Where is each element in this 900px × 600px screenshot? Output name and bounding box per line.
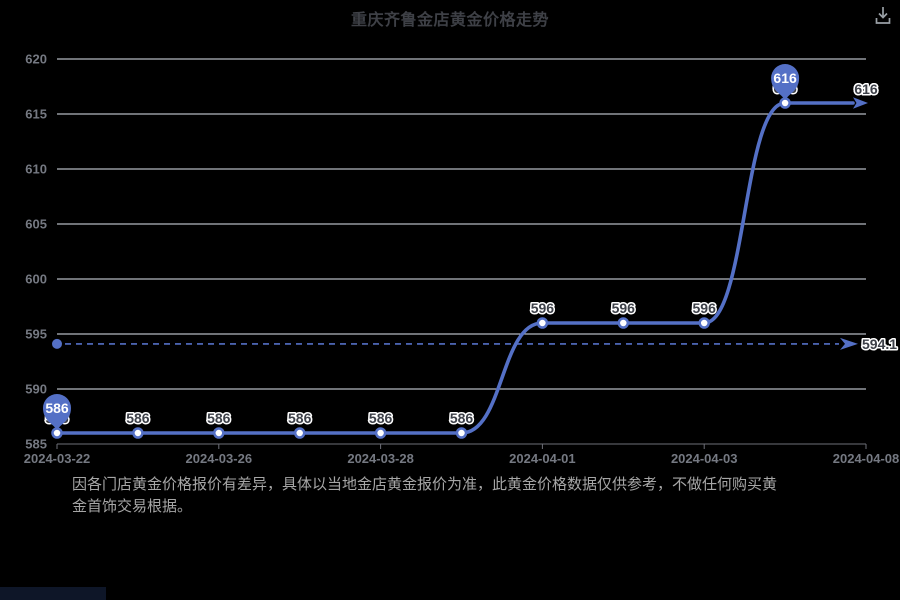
pin-marker xyxy=(43,394,71,430)
svg-text:600: 600 xyxy=(25,272,47,287)
svg-text:620: 620 xyxy=(25,52,47,67)
svg-text:2024-03-22: 2024-03-22 xyxy=(24,451,91,466)
svg-text:595: 595 xyxy=(25,327,47,342)
svg-text:590: 590 xyxy=(25,382,47,397)
svg-text:2024-03-26: 2024-03-26 xyxy=(186,451,253,466)
chart-canvas[interactable]: 585 590 595 600 605 610 615 620 2024-03-22 2024-0… xyxy=(0,0,900,472)
svg-text:586: 586 xyxy=(126,410,150,426)
chart-title: 重庆齐鲁金店黄金价格走势 xyxy=(350,12,549,29)
download-icon xyxy=(875,7,891,24)
svg-text:615: 615 xyxy=(25,107,47,122)
bottom-left-accent xyxy=(0,587,106,600)
svg-text:596: 596 xyxy=(693,300,717,316)
disclaimer-text: 因各门店黄金价格报价有差异，具体以当地金店黄金报价为准，此黄金价格数据仅供参考，… xyxy=(72,476,778,515)
svg-text:586: 586 xyxy=(288,410,312,426)
svg-text:2024-04-08: 2024-04-08 xyxy=(833,451,900,466)
svg-text:585: 585 xyxy=(25,437,47,452)
svg-text:610: 610 xyxy=(25,162,47,177)
svg-text:596: 596 xyxy=(612,300,636,316)
svg-text:594.1: 594.1 xyxy=(862,336,897,352)
svg-text:616: 616 xyxy=(854,81,878,97)
svg-text:616: 616 xyxy=(854,81,878,97)
svg-text:586: 586 xyxy=(369,410,393,426)
download-button[interactable] xyxy=(870,3,896,29)
svg-text:2024-04-03: 2024-04-03 xyxy=(671,451,738,466)
svg-text:596: 596 xyxy=(531,300,555,316)
svg-text:605: 605 xyxy=(25,217,47,232)
svg-text:2024-03-28: 2024-03-28 xyxy=(347,451,414,466)
svg-text:616: 616 xyxy=(773,70,797,86)
svg-text:2024-04-01: 2024-04-01 xyxy=(509,451,576,466)
svg-text:586: 586 xyxy=(207,410,231,426)
svg-text:586: 586 xyxy=(450,410,474,426)
svg-text:586: 586 xyxy=(45,400,69,416)
pin-marker xyxy=(771,64,800,100)
